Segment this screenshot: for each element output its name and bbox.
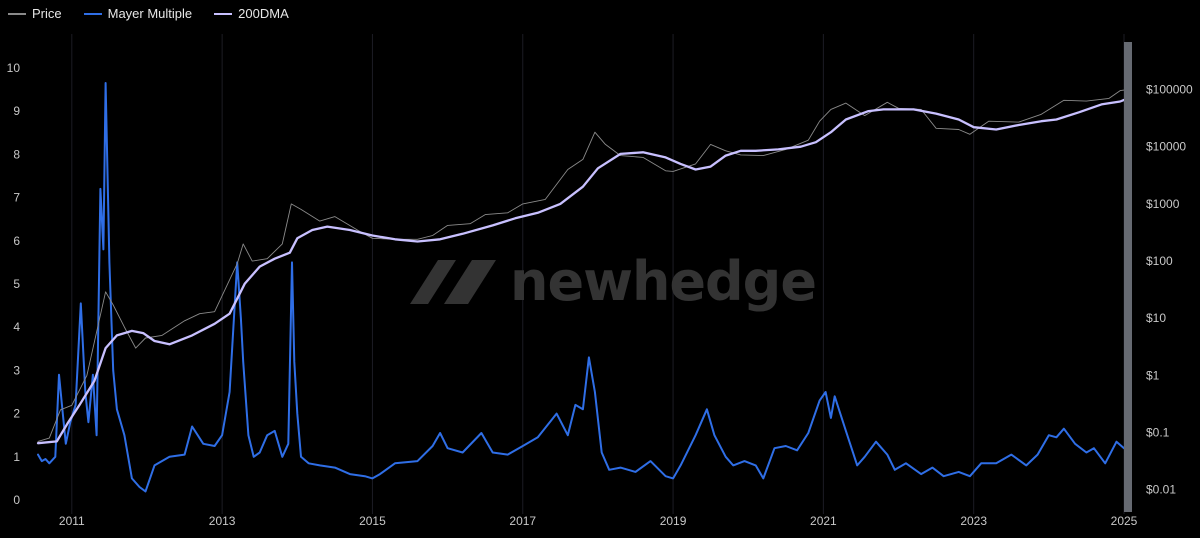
left-tick-3: 3: [13, 363, 20, 377]
watermark: newhedge: [410, 250, 817, 313]
x-tick-2025: 2025: [1111, 514, 1138, 528]
legend: Price Mayer Multiple 200DMA: [8, 6, 289, 21]
x-tick-2017: 2017: [509, 514, 536, 528]
left-tick-10: 10: [7, 61, 21, 75]
legend-swatch-200dma: [214, 12, 233, 15]
left-tick-8: 8: [13, 147, 20, 161]
left-tick-2: 2: [13, 407, 20, 421]
series-layer: [36, 82, 1126, 493]
legend-item-200dma[interactable]: 200DMA: [214, 6, 289, 21]
x-tick-2011: 2011: [59, 514, 85, 528]
series-price: [37, 89, 1125, 442]
legend-item-price[interactable]: Price: [8, 6, 62, 21]
left-tick-9: 9: [13, 104, 20, 118]
left-axis: 0 1 2 3 4 5 6 7 8 9 10: [7, 61, 21, 507]
right-tick-$1000: $1000: [1146, 197, 1180, 211]
left-tick-4: 4: [13, 320, 20, 334]
legend-label-mayer-multiple: Mayer Multiple: [107, 6, 193, 21]
left-tick-7: 7: [13, 191, 20, 205]
x-tick-2023: 2023: [960, 514, 987, 528]
right-tick-$100: $100: [1146, 254, 1173, 268]
legend-item-mayer-multiple[interactable]: Mayer Multiple: [83, 6, 193, 21]
left-tick-5: 5: [13, 277, 20, 291]
right-tick-$100000: $100000: [1146, 83, 1193, 97]
series-200dma: [36, 98, 1126, 445]
left-tick-1: 1: [13, 450, 20, 464]
right-tick-$10000: $10000: [1146, 140, 1186, 154]
right-tick-$10: $10: [1146, 311, 1166, 325]
x-tick-2021: 2021: [810, 514, 837, 528]
legend-swatch-price: [8, 12, 26, 15]
newhedge-logo-icon: [410, 259, 496, 304]
x-tick-2015: 2015: [359, 514, 386, 528]
legend-label-price: Price: [32, 6, 62, 21]
right-tick-$0.01: $0.01: [1146, 483, 1176, 497]
range-slider[interactable]: [1124, 42, 1132, 512]
grid: [71, 34, 1125, 514]
left-tick-0: 0: [13, 493, 20, 507]
right-tick-$0.1: $0.1: [1146, 426, 1170, 440]
legend-label-200dma: 200DMA: [238, 6, 289, 21]
legend-swatch-mayer-multiple: [83, 12, 102, 15]
x-tick-2013: 2013: [209, 514, 236, 528]
right-axis: $0.01 $0.1 $1 $10 $100 $1000 $10000 $100000: [1146, 83, 1193, 497]
right-tick-$1: $1: [1146, 368, 1160, 382]
x-tick-2019: 2019: [660, 514, 687, 528]
watermark-text: newhedge: [510, 250, 817, 313]
left-tick-6: 6: [13, 234, 20, 248]
x-axis: 2011 2013 2015 2017 2019 2021 2023 2025: [59, 514, 1138, 528]
series-mayer-multiple: [37, 82, 1125, 493]
